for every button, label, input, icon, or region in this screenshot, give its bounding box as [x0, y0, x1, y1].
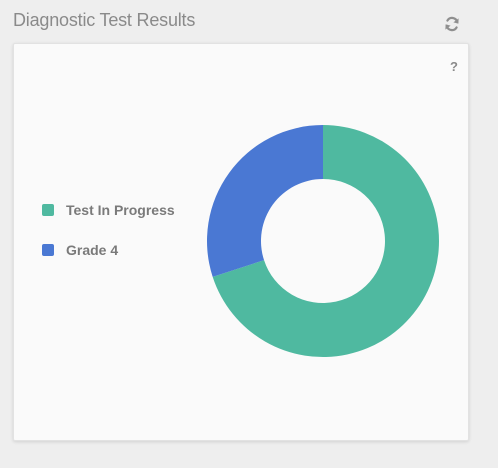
legend-swatch — [42, 244, 54, 256]
legend-swatch — [42, 204, 54, 216]
refresh-button[interactable] — [443, 15, 461, 33]
chart-legend: Test In Progress Grade 4 — [42, 200, 175, 280]
donut-slice-test-in-progress[interactable] — [212, 125, 439, 357]
legend-label: Grade 4 — [66, 242, 119, 258]
legend-item-test-in-progress[interactable]: Test In Progress — [42, 200, 175, 220]
chart-panel: ? Test In Progress Grade 4 — [13, 43, 469, 441]
legend-label: Test In Progress — [66, 202, 175, 218]
donut-chart — [206, 125, 439, 357]
widget-title: Diagnostic Test Results — [13, 10, 196, 30]
legend-item-grade-4[interactable]: Grade 4 — [42, 240, 175, 260]
help-button[interactable]: ? — [450, 59, 458, 74]
refresh-icon — [445, 16, 459, 32]
donut-slice-grade-4[interactable] — [206, 125, 323, 277]
